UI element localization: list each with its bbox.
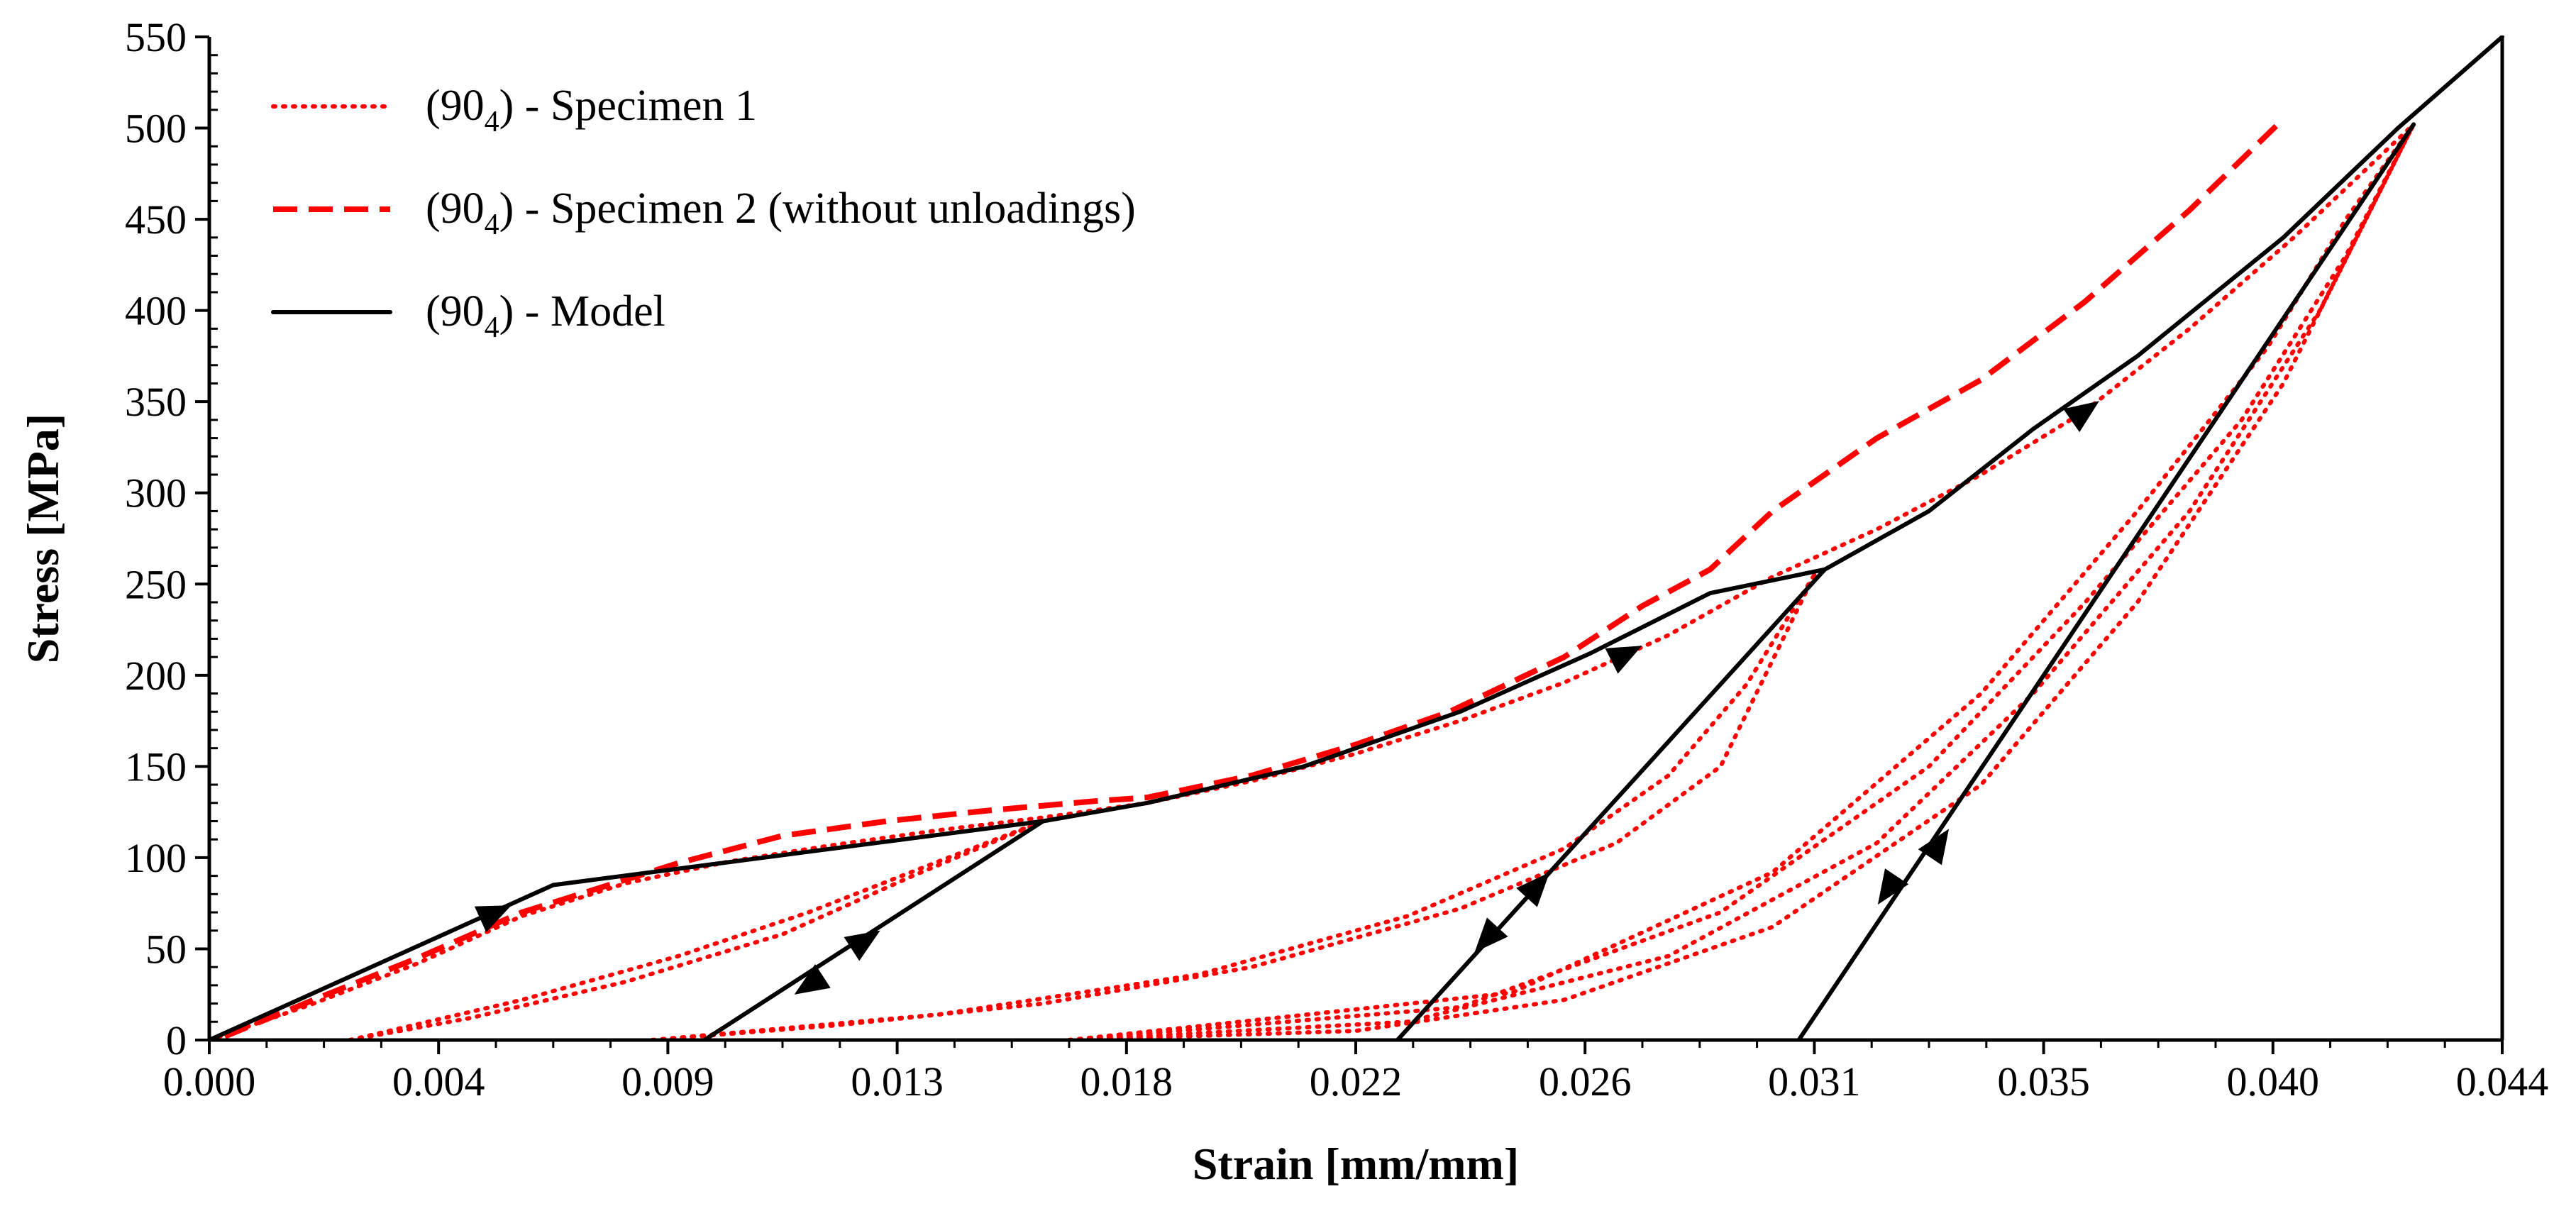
y-tick-label: 550 [125, 14, 187, 60]
x-tick-label: 0.004 [392, 1058, 485, 1105]
series-dotted-0-segment-8 [1067, 122, 2416, 1041]
x-tick-label: 0.000 [163, 1058, 256, 1105]
x-tick-label: 0.026 [1539, 1058, 1632, 1105]
y-tick-label: 200 [125, 653, 187, 699]
legend-label-solid: (904) - Model [426, 287, 665, 344]
direction-arrow-unloading-1 [794, 964, 831, 995]
series-dotted-0-segment-2 [348, 819, 1046, 1041]
direction-arrow-loading-0 [474, 905, 512, 933]
direction-arrow-unloading-6 [1877, 868, 1909, 905]
direction-arrow-loading-5 [1605, 646, 1642, 674]
legend-label-suffix: ) - Specimen 1 [499, 82, 757, 130]
y-tick-label: 500 [125, 106, 187, 152]
y-tick-label: 350 [125, 379, 187, 425]
arrow-layer [474, 401, 2100, 995]
direction-arrow-loading-2 [844, 930, 880, 961]
series-dotted-0-segment-5 [1067, 122, 2416, 1041]
legend-label-subscript: 4 [485, 311, 499, 344]
y-tick-label: 150 [125, 743, 187, 790]
x-tick-label: 0.031 [1768, 1058, 1861, 1105]
x-tick-label: 0.044 [2456, 1058, 2549, 1105]
y-tick-label: 100 [125, 835, 187, 881]
direction-arrow-unloading-3 [1474, 917, 1508, 953]
legend-label-suffix: ) - Specimen 2 (without unloadings) [499, 184, 1136, 233]
x-axis-title: Strain [mm/mm] [1193, 1139, 1519, 1189]
y-tick-label: 450 [125, 197, 187, 243]
direction-arrow-loading-8 [2063, 401, 2100, 433]
y-tick-label: 50 [145, 926, 187, 972]
axis-layer: 0.000 0.004 0.009 0.013 0.018 0.022 0.026 0.031… [125, 14, 2548, 1105]
y-tick-label: 400 [125, 288, 187, 334]
series-dashed-1-segment-0 [223, 116, 2286, 1039]
legend-label-subscript: 4 [485, 106, 499, 138]
legend: (904) - Specimen 1(904) - Specimen 2 (wi… [271, 82, 1136, 344]
series-dotted-0-segment-4 [650, 573, 1817, 1041]
legend-label-dotted: (904) - Specimen 1 [426, 82, 757, 138]
series-dotted-0-segment-7 [1067, 122, 2416, 1041]
legend-label-prefix: (90 [426, 287, 485, 336]
legend-label-prefix: (90 [426, 184, 485, 233]
series-dotted-0-segment-1 [348, 819, 1046, 1041]
x-tick-label: 0.022 [1310, 1058, 1403, 1105]
x-tick-label: 0.035 [1997, 1058, 2090, 1105]
legend-label-prefix: (90 [426, 82, 485, 130]
y-axis-title: Stress [MPa] [18, 414, 68, 664]
x-tick-label: 0.018 [1080, 1058, 1173, 1105]
series-solid-2-segment-1 [702, 819, 1046, 1041]
direction-arrow-loading-7 [1918, 829, 1950, 866]
series-solid-2-segment-2 [1395, 567, 1828, 1041]
x-tick-label: 0.013 [851, 1058, 944, 1105]
x-tick-label: 0.040 [2227, 1058, 2320, 1105]
legend-label-suffix: ) - Model [499, 287, 665, 336]
y-tick-label: 300 [125, 470, 187, 516]
y-tick-label: 0 [166, 1017, 187, 1063]
direction-arrow-loading-4 [1516, 872, 1550, 907]
x-tick-label: 0.009 [621, 1058, 714, 1105]
legend-label-dashed: (904) - Specimen 2 (without unloadings) [426, 184, 1136, 241]
legend-label-subscript: 4 [485, 209, 499, 241]
series-solid-2-segment-0 [207, 35, 2504, 1041]
series-dotted-0-segment-6 [1067, 122, 2416, 1041]
y-tick-label: 250 [125, 561, 187, 607]
